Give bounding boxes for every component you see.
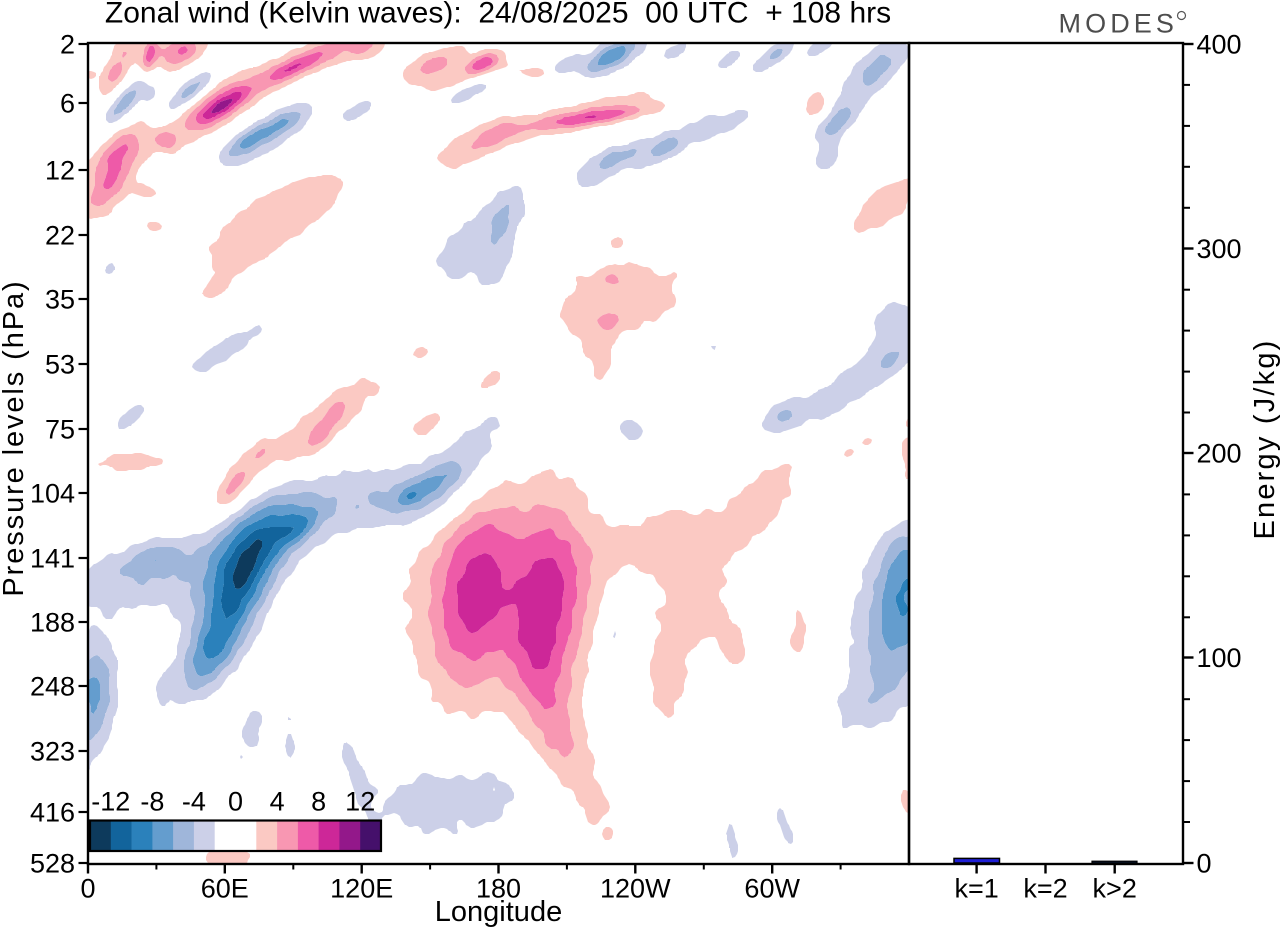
svg-text:0: 0 (1197, 849, 1212, 879)
svg-text:Zonal wind (Kelvin waves): 24: Zonal wind (Kelvin waves): 24/08/2025 00… (105, 0, 891, 30)
svg-text:400: 400 (1197, 30, 1242, 60)
svg-text:0: 0 (80, 874, 95, 904)
svg-text:248: 248 (30, 672, 75, 702)
svg-text:120E: 120E (330, 874, 393, 904)
svg-text:416: 416 (30, 798, 75, 828)
svg-text:120W: 120W (600, 874, 671, 904)
svg-text:4: 4 (270, 787, 285, 817)
svg-text:53: 53 (45, 350, 75, 380)
svg-text:300: 300 (1197, 234, 1242, 264)
svg-text:-12: -12 (91, 787, 130, 817)
svg-text:k>2: k>2 (1093, 874, 1137, 904)
svg-text:104: 104 (30, 479, 75, 509)
svg-text:323: 323 (30, 737, 75, 767)
svg-text:12: 12 (345, 787, 375, 817)
svg-text:200: 200 (1197, 439, 1242, 469)
svg-text:180: 180 (476, 874, 521, 904)
svg-text:528: 528 (30, 849, 75, 879)
svg-text:188: 188 (30, 608, 75, 638)
svg-text:Pressure levels (hPa): Pressure levels (hPa) (0, 279, 30, 596)
svg-text:-4: -4 (182, 787, 206, 817)
svg-text:k=1: k=1 (954, 874, 998, 904)
svg-text:22: 22 (45, 221, 75, 251)
svg-text:-8: -8 (140, 787, 164, 817)
svg-text:Energy (J/kg): Energy (J/kg) (1249, 338, 1280, 539)
svg-text:75: 75 (45, 415, 75, 445)
svg-text:60W: 60W (744, 874, 800, 904)
svg-text:2: 2 (60, 30, 75, 60)
svg-text:141: 141 (30, 544, 75, 574)
svg-text:60E: 60E (201, 874, 249, 904)
svg-text:0: 0 (228, 787, 243, 817)
svg-text:8: 8 (311, 787, 326, 817)
svg-text:6: 6 (60, 89, 75, 119)
svg-text:k=2: k=2 (1023, 874, 1067, 904)
svg-text:35: 35 (45, 285, 75, 315)
svg-text:100: 100 (1197, 643, 1242, 673)
svg-text:MODES: MODES (1059, 9, 1179, 39)
svg-text:Longitude: Longitude (435, 896, 562, 928)
svg-text:12: 12 (45, 156, 75, 186)
